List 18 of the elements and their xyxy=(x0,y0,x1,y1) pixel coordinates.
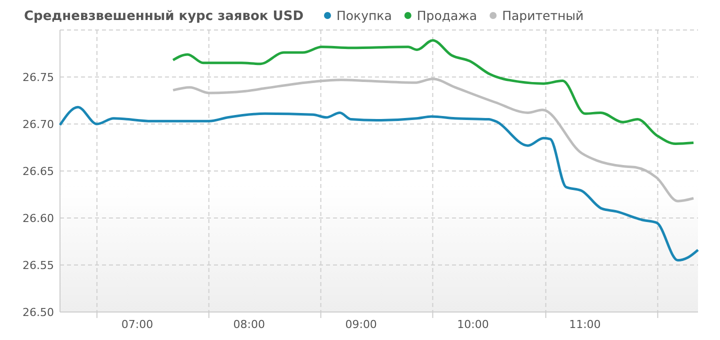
legend-label: Покупка xyxy=(336,8,392,23)
x-tick-label: 09:00 xyxy=(345,318,377,331)
x-tick-label: 11:00 xyxy=(569,318,601,331)
y-tick-label: 26.60 xyxy=(22,212,54,225)
line-series xyxy=(58,106,700,262)
x-tick-label: 08:00 xyxy=(233,318,266,331)
y-tick-label: 26.55 xyxy=(22,258,54,272)
x-tick-label: 07:00 xyxy=(121,318,154,331)
y-tick-label: 26.75 xyxy=(22,70,54,84)
chart-title: Средневзвешенный курс заявок USD xyxy=(24,9,304,24)
line-series xyxy=(172,39,695,145)
y-tick-label: 26.70 xyxy=(22,118,54,131)
legend-label: Паритетный xyxy=(502,8,584,23)
legend-label: Продажа xyxy=(416,8,478,23)
x-tick-label: 10:00 xyxy=(457,318,489,331)
y-tick-label: 26.50 xyxy=(22,306,54,319)
y-tick-label: 26.65 xyxy=(22,164,54,178)
line-series xyxy=(172,78,695,202)
